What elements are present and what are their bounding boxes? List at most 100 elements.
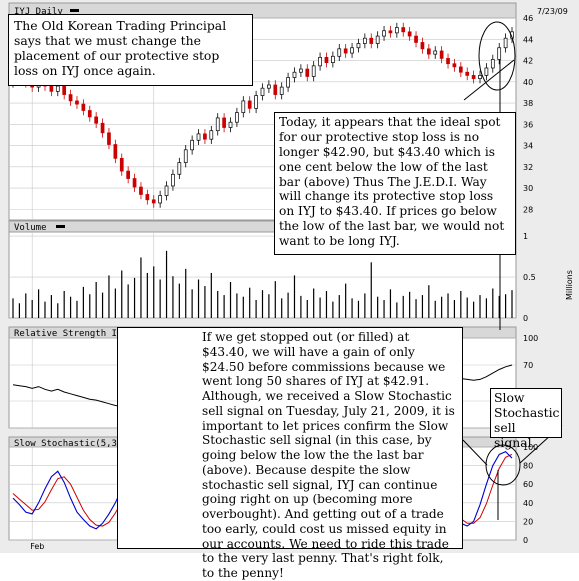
- candle-body: [452, 63, 457, 68]
- price-tick-label: 34: [523, 142, 533, 151]
- price-tick-label: 46: [523, 14, 533, 23]
- candle-body: [414, 35, 418, 43]
- date-label: 7/23/09: [537, 7, 568, 16]
- price-tick-label: 32: [523, 163, 533, 172]
- candle-body: [433, 50, 438, 55]
- candle-body: [81, 103, 86, 111]
- volume-panel-toggle-icon: [56, 225, 65, 228]
- candle-body: [145, 194, 150, 201]
- rsi-panel-title: Relative Strength Index(14): [14, 329, 160, 339]
- price-candles: [11, 22, 514, 208]
- candle-body: [75, 100, 79, 105]
- candle-body: [158, 195, 162, 204]
- month-label: Feb: [30, 542, 44, 551]
- note-stopped-out: If we get stopped out (or filled) at $43…: [117, 327, 463, 580]
- candle-body: [458, 66, 463, 73]
- candle-body: [279, 86, 284, 95]
- price-tick-label: 30: [523, 184, 533, 193]
- candle-body: [254, 95, 258, 109]
- candle-body: [311, 65, 316, 77]
- axis-ticks: 2830323436384042444600.51030701000204060…: [30, 14, 538, 551]
- candle-body: [375, 35, 380, 44]
- stochastic-tick-label: 80: [523, 462, 533, 471]
- volume-unit-label: Millions: [565, 270, 574, 300]
- candle-body: [183, 149, 188, 163]
- price-tick-label: 42: [523, 57, 533, 66]
- volume-bars: [12, 250, 513, 318]
- candle-body: [407, 31, 412, 37]
- candle-body: [267, 84, 271, 89]
- candle-body: [241, 100, 246, 113]
- candle-body: [292, 71, 297, 78]
- price-tick-label: 40: [523, 78, 533, 87]
- last-bars-circle: [478, 21, 516, 91]
- candle-body: [235, 112, 239, 123]
- candle-body: [209, 130, 214, 140]
- price-tick-label: 44: [523, 35, 533, 44]
- candle-body: [62, 85, 67, 95]
- candle-body: [139, 186, 143, 195]
- rsi-tick-label: 100: [523, 334, 538, 343]
- candle-body: [49, 85, 54, 92]
- price-panel-title: IYJ Daily: [14, 7, 63, 17]
- candle-body: [171, 173, 175, 187]
- candle-body: [113, 144, 118, 159]
- candle-body: [273, 84, 278, 95]
- volume-panel-title: Volume: [14, 223, 47, 233]
- candle-body: [305, 68, 310, 77]
- candle-body: [343, 48, 348, 54]
- candle-body: [350, 47, 354, 54]
- candle-body: [196, 133, 201, 141]
- panel-titles: IYJ Daily 7/23/09 Volume Relative Strength …: [14, 7, 574, 449]
- candle-body: [420, 42, 425, 50]
- candle-body: [164, 185, 169, 196]
- candle-body: [126, 170, 131, 179]
- candle-body: [215, 117, 220, 132]
- candle-body: [100, 122, 105, 134]
- stochastic-tick-label: 60: [523, 480, 533, 489]
- pointer-line: [463, 59, 515, 101]
- candle-body: [465, 71, 470, 76]
- volume-tick-label: 0.5: [523, 273, 536, 282]
- candle-body: [87, 110, 92, 118]
- candle-body: [55, 85, 60, 92]
- price-tick-label: 38: [523, 99, 533, 108]
- candle-body: [439, 50, 444, 59]
- candle-body: [119, 157, 124, 172]
- candle-body: [337, 48, 342, 57]
- candle-body: [68, 94, 73, 102]
- candle-body: [324, 56, 329, 64]
- candle-body: [260, 87, 265, 96]
- candle-body: [490, 59, 495, 69]
- candle-body: [299, 68, 303, 73]
- stochastic-tick-label: 40: [523, 499, 533, 508]
- candle-body: [426, 48, 431, 55]
- price-tick-label: 36: [523, 120, 533, 129]
- candle-body: [203, 133, 207, 140]
- candle-body: [247, 100, 252, 109]
- candle-body: [177, 162, 182, 175]
- candle-body: [222, 117, 226, 128]
- candle-body: [190, 139, 194, 151]
- candle-body: [356, 43, 361, 49]
- candle-body: [497, 47, 502, 60]
- note-old-korean-principal: The Old Korean Trading Principal says th…: [8, 14, 253, 86]
- note-stop-loss: Today, it appears that the ideal spot fo…: [274, 112, 516, 255]
- sell-signal-circle: [485, 444, 521, 486]
- candle-body: [107, 132, 111, 145]
- candle-body: [478, 75, 482, 79]
- volume-tick-label: 0: [523, 314, 528, 323]
- candle-body: [151, 199, 156, 204]
- candle-body: [401, 27, 406, 33]
- candle-body: [503, 37, 508, 49]
- candle-body: [318, 56, 322, 67]
- candle-body: [394, 27, 399, 34]
- note-sell-signal: Slow Stochastic sell signal.: [490, 388, 562, 450]
- pointer-line: [462, 439, 488, 466]
- candle-body: [388, 30, 393, 34]
- candle-body: [94, 116, 99, 124]
- candle-body: [382, 30, 386, 37]
- volume-tick-label: 1: [523, 232, 528, 241]
- candle-body: [471, 75, 476, 79]
